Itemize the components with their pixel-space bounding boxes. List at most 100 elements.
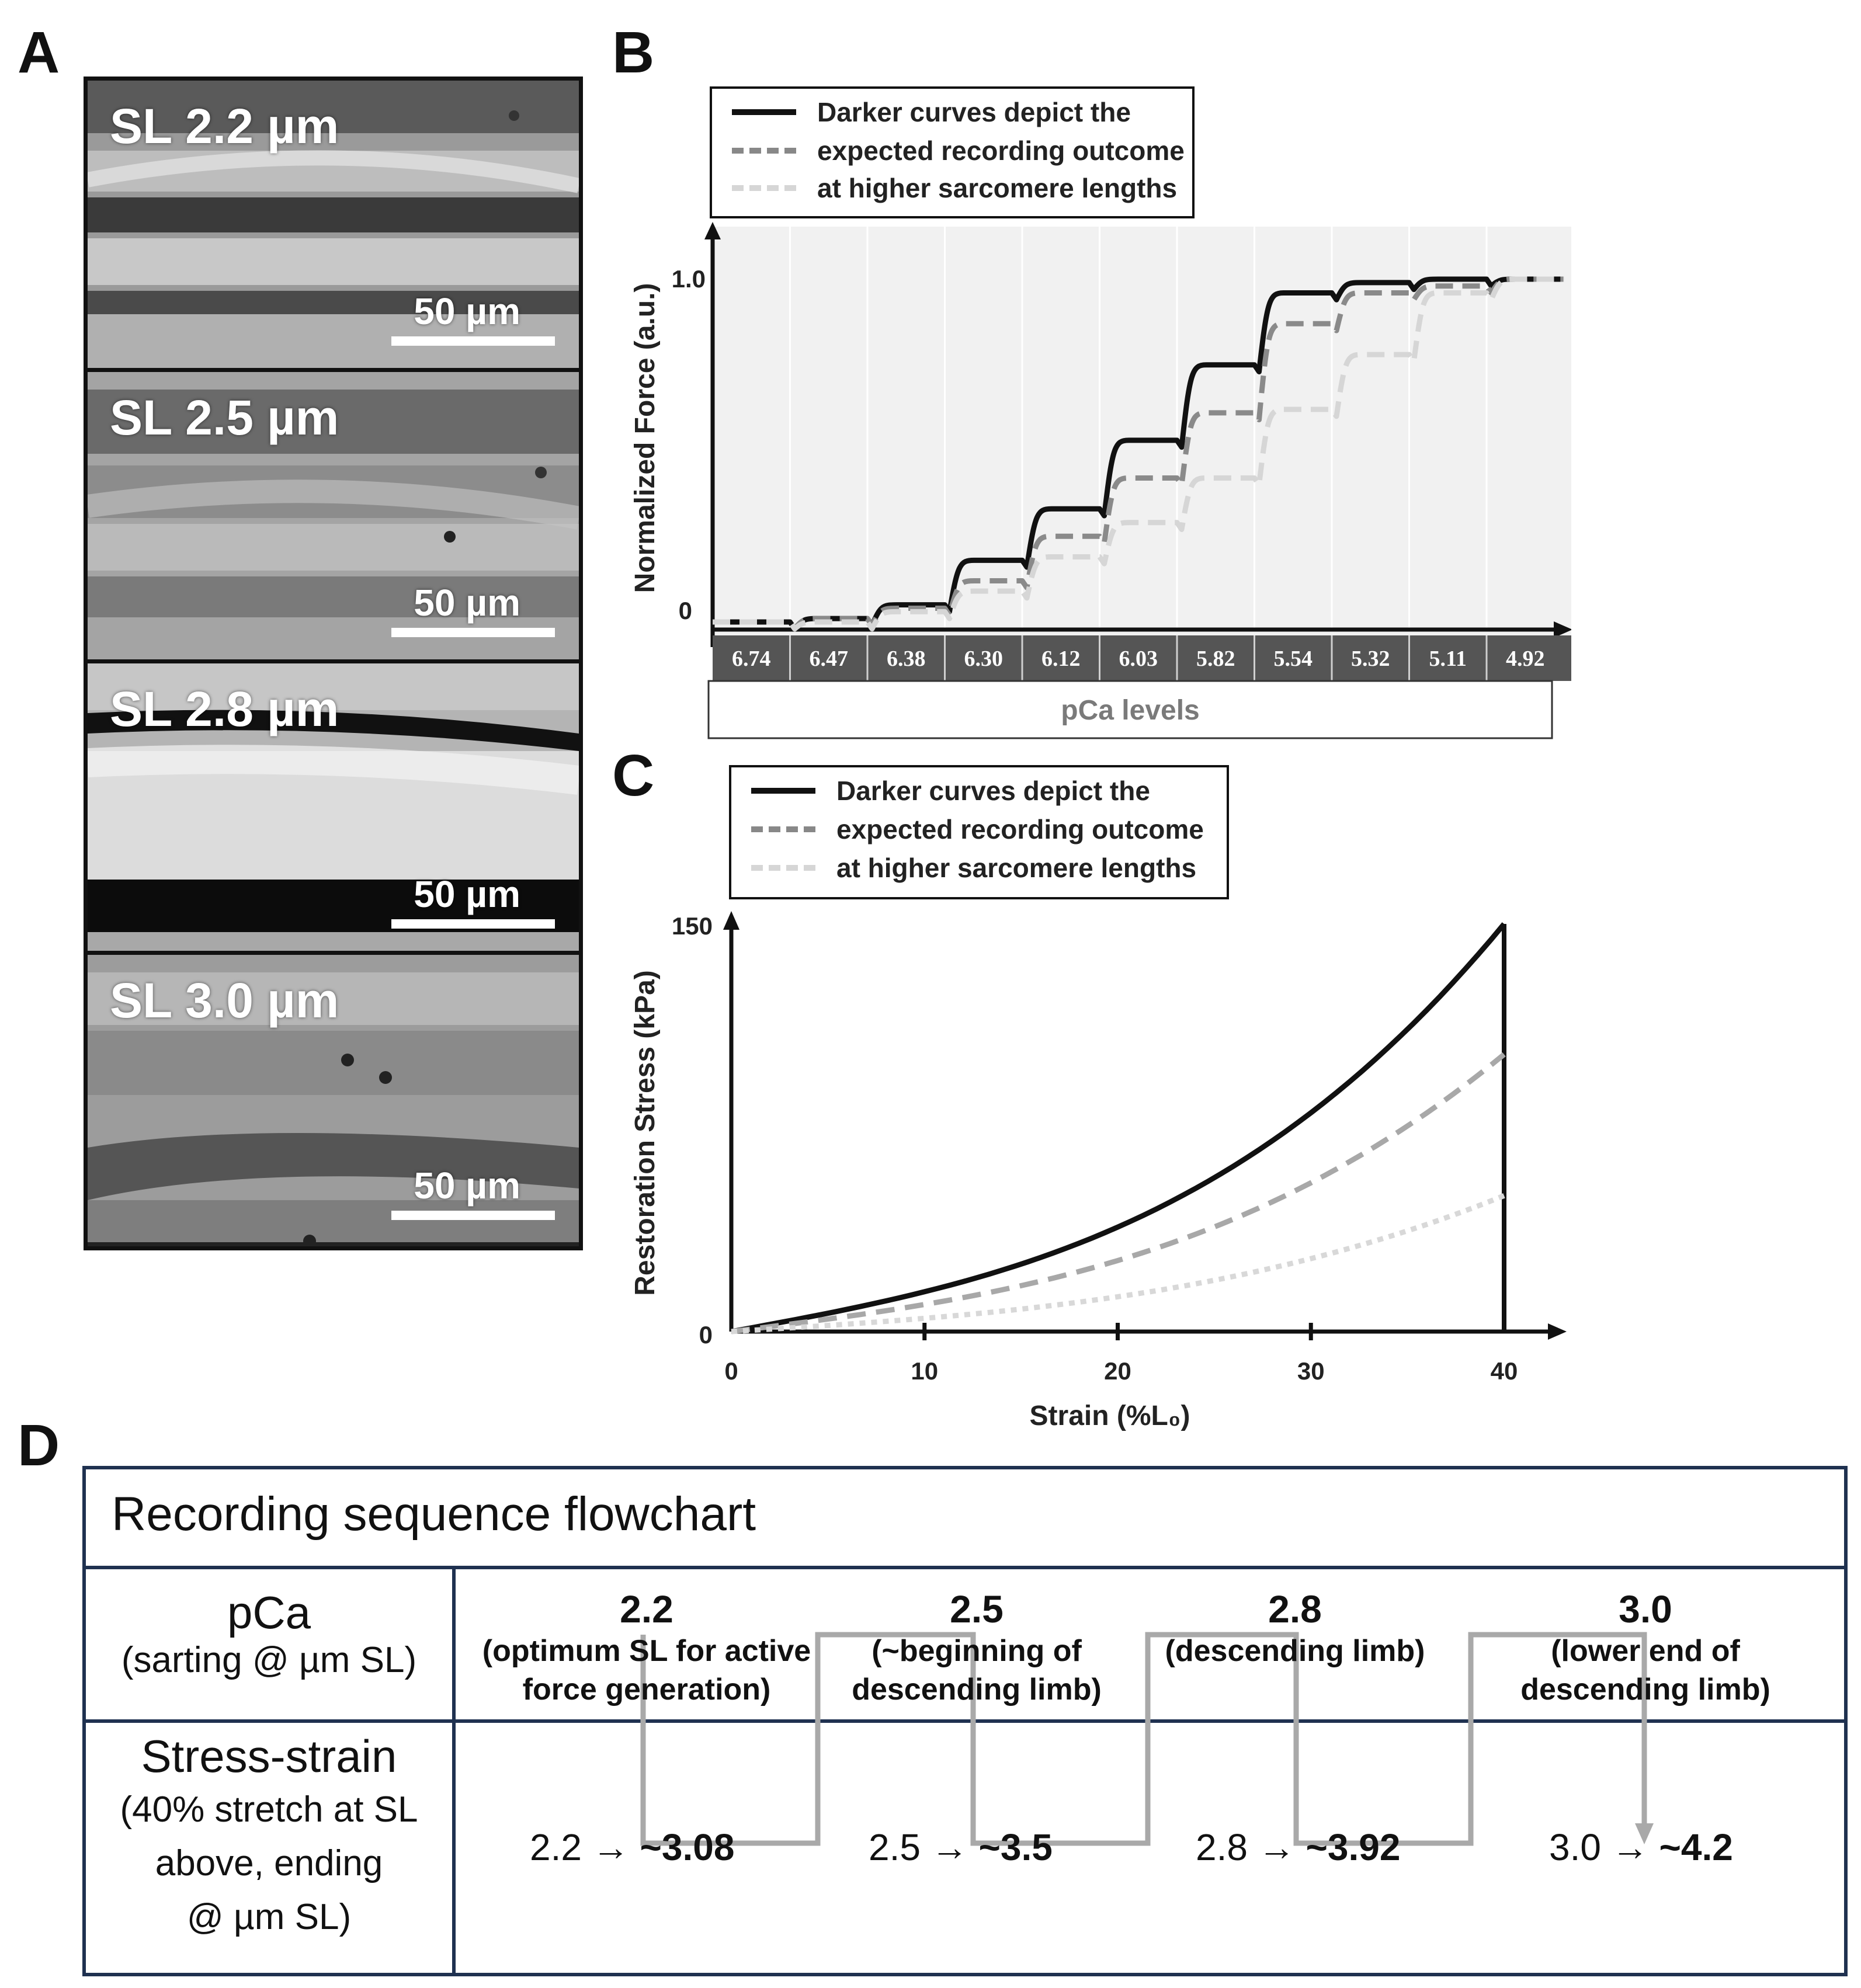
x-tick-label: 10	[911, 1357, 938, 1385]
start-sl: 2.5	[869, 1826, 931, 1868]
image-divider	[88, 368, 579, 372]
column-sl-2-8: 2.8 (descending limb)	[1143, 1586, 1447, 1670]
sl-label: SL 2.8 µm	[110, 682, 339, 736]
category-label: 5.11	[1429, 647, 1467, 671]
tick-marks	[922, 1323, 1313, 1340]
y-axis-arrow	[723, 911, 739, 930]
y-tick-label: 0	[679, 597, 692, 624]
column-sl-2-5: 2.5 (~beginning of descending limb)	[831, 1586, 1123, 1709]
chart-b: 0 1.0 Normalized Force (a.u.) 6.74 6.47 6.…	[630, 222, 1571, 739]
scale-bar	[391, 336, 555, 346]
row-title: Stress-strain	[141, 1730, 397, 1782]
micrograph-sl-2-5: SL 2.5 µm 50 µm	[88, 372, 579, 659]
column-desc: (descending limb)	[1165, 1634, 1425, 1668]
column-desc: (optimum SL for active	[482, 1634, 811, 1668]
column-value: 2.5	[950, 1587, 1004, 1631]
scale-bar	[391, 1211, 555, 1220]
scale-bar-label: 50 µm	[414, 1165, 520, 1207]
legend-text: at higher sarcomere lengths	[836, 853, 1197, 883]
category-label: 6.47	[810, 647, 849, 671]
column-sl-3-0: 3.0 (lower end of descending limb)	[1488, 1586, 1803, 1709]
series-medium	[713, 276, 1564, 632]
y-tick-label: 0	[699, 1321, 713, 1348]
sl-label: SL 3.0 µm	[110, 973, 339, 1028]
x-tick-label: 40	[1491, 1357, 1518, 1385]
scale-bar-label: 50 µm	[414, 290, 520, 332]
legend-entry-dark: Darker curves depict the	[751, 773, 1150, 808]
panel-label-c: C	[612, 743, 655, 808]
x-axis-label-box	[707, 680, 1553, 739]
legend-text: Darker curves depict the	[817, 97, 1131, 127]
end-sl: ~4.2	[1659, 1826, 1733, 1868]
legend-b: Darker curves depict the expected record…	[710, 86, 1195, 218]
category-label: 5.32	[1351, 647, 1390, 671]
column-desc: force generation)	[522, 1673, 771, 1707]
end-sl: ~3.08	[640, 1826, 735, 1868]
row-header-stress-strain: Stress-strain (40% stretch at SL above, …	[86, 1730, 452, 1944]
column-value: 2.2	[620, 1587, 673, 1631]
category-label: 5.54	[1274, 647, 1313, 671]
x-axis-label: pCa levels	[1061, 695, 1199, 726]
legend-text: Darker curves depict the	[836, 776, 1150, 806]
category-label: 6.38	[887, 647, 926, 671]
column-desc: descending limb)	[1520, 1673, 1770, 1707]
legend-swatch-light	[751, 865, 815, 871]
series-dark	[713, 276, 1564, 632]
column-divider	[452, 1566, 456, 1973]
scale-bar	[391, 919, 555, 929]
y-tick-label: 150	[672, 912, 713, 940]
legend-text: expected recording outcome	[836, 814, 1204, 844]
panel-label-b: B	[612, 20, 655, 85]
row-subtitle: above, ending	[155, 1843, 383, 1883]
flowchart-title: Recording sequence flowchart	[112, 1487, 756, 1541]
micrograph-texture	[88, 663, 579, 951]
y-axis-label: Restoration Stress (kPa)	[630, 970, 661, 1296]
row-header-pca: pCa (sarting @ µm SL)	[86, 1586, 452, 1681]
column-value: 2.8	[1268, 1587, 1322, 1631]
end-sl: ~3.92	[1306, 1826, 1401, 1868]
connector-arrowhead	[1635, 1823, 1654, 1844]
column-desc: (~beginning of	[872, 1634, 1082, 1668]
panel-label-d: D	[18, 1413, 60, 1478]
legend-swatch-dashed	[732, 148, 796, 154]
legend-entry-light: at higher sarcomere lengths	[751, 850, 1196, 885]
stress-strain-step-1: 2.2 → ~3.08	[530, 1826, 734, 1869]
connector-line	[640, 1632, 1647, 1846]
scale-bar-label: 50 µm	[414, 582, 520, 624]
x-axis-label: Strain (%L₀)	[1030, 1400, 1190, 1431]
category-labels: 6.74 6.47 6.38 6.30 6.12 6.03 5.82 5.54 5.32 5.11…	[732, 635, 1545, 681]
end-sl: ~3.5	[978, 1826, 1053, 1868]
x-tick-label: 20	[1104, 1357, 1131, 1385]
legend-entry-medium: expected recording outcome	[732, 133, 1185, 168]
arrow-icon: →	[1611, 1826, 1649, 1868]
pca-levels-bar	[713, 635, 1571, 681]
y-tick-label: 1.0	[672, 265, 706, 293]
chart-c: 0 150 0 10 20 30 40 Restoration Stress (kPa)…	[630, 911, 1567, 1431]
row-subtitle: (40% stretch at SL	[120, 1789, 418, 1830]
legend-swatch-light	[732, 185, 796, 191]
x-tick-label: 0	[724, 1357, 738, 1385]
legend-c: Darker curves depict the expected record…	[729, 765, 1229, 899]
stress-strain-step-4: 3.0 → ~4.2	[1549, 1826, 1733, 1869]
sequence-connector	[640, 1632, 1654, 1846]
start-sl: 3.0	[1549, 1826, 1612, 1868]
y-axis-label: Normalized Force (a.u.)	[630, 283, 661, 593]
series-light	[713, 276, 1564, 632]
column-value: 3.0	[1619, 1587, 1672, 1631]
micrograph-texture	[88, 955, 579, 1242]
category-label: 6.74	[732, 647, 771, 671]
x-tick-labels: 0 10 20 30 40	[724, 1357, 1518, 1385]
series-light	[731, 1193, 1505, 1334]
x-axis-arrow	[1554, 621, 1571, 638]
series-dark	[731, 922, 1506, 1334]
micrograph-texture	[88, 81, 579, 368]
legend-entry-light: at higher sarcomere lengths	[732, 171, 1177, 206]
row-subtitle: @ µm SL)	[186, 1897, 352, 1937]
arrow-icon: →	[1258, 1826, 1296, 1868]
stress-strain-step-3: 2.8 → ~3.92	[1196, 1826, 1400, 1869]
legend-entry-medium: expected recording outcome	[751, 812, 1204, 847]
start-sl: 2.8	[1196, 1826, 1258, 1868]
x-axis-arrow	[1548, 1323, 1567, 1340]
micrograph-sl-3-0: SL 3.0 µm 50 µm	[88, 955, 579, 1242]
arrow-icon: →	[592, 1826, 630, 1868]
